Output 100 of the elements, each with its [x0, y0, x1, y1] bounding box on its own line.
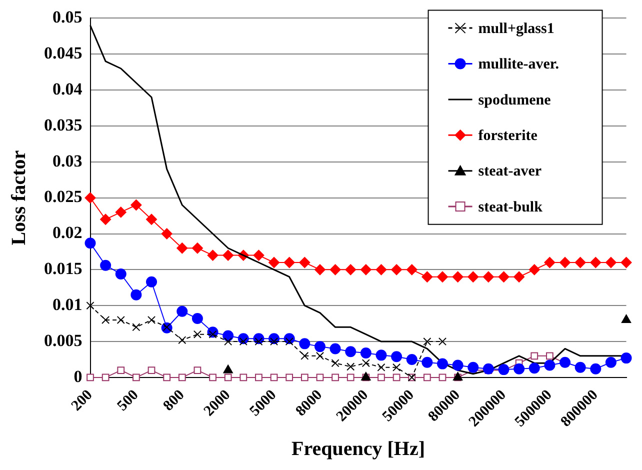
y-tick-label: 0.03 [52, 151, 82, 170]
point [300, 352, 309, 360]
y-tick-label: 0.025 [44, 187, 82, 206]
point [621, 314, 632, 323]
x-tick-label: 8000 [293, 387, 326, 420]
legend-label: steat-bulk [478, 199, 544, 216]
point [146, 214, 158, 225]
point [209, 374, 216, 382]
y-tick-label: 0.045 [44, 44, 82, 63]
point [316, 352, 324, 360]
point [102, 374, 110, 382]
y-tick-label: 0 [74, 366, 82, 386]
point [193, 330, 202, 338]
point [560, 356, 571, 368]
point [378, 374, 385, 382]
point [544, 256, 556, 268]
point [146, 276, 158, 288]
point [345, 346, 356, 358]
point [346, 362, 355, 371]
point [285, 337, 294, 346]
point [240, 374, 248, 382]
point [192, 313, 203, 324]
point [376, 350, 387, 361]
legend-label: forsterite [478, 128, 538, 144]
point [253, 250, 264, 261]
point [498, 271, 510, 282]
y-tick-label: 0.04 [52, 79, 83, 98]
point [178, 336, 186, 344]
point [223, 364, 233, 374]
y-tick-label: 0.01 [52, 294, 82, 314]
point [163, 374, 171, 382]
point [314, 264, 326, 276]
legend-label: steat-aver [478, 164, 542, 180]
point [468, 271, 479, 282]
point [178, 374, 186, 382]
point [376, 264, 387, 276]
point [360, 264, 372, 276]
point [436, 358, 448, 370]
point [115, 206, 126, 218]
point [86, 374, 94, 382]
legend-label: mull+glass1 [478, 20, 554, 37]
point [605, 356, 616, 368]
x-tick-label: 800 [160, 387, 188, 414]
point [222, 250, 234, 261]
point [299, 256, 310, 268]
y-tick-label: 0.015 [44, 259, 82, 278]
point [254, 337, 263, 346]
point [286, 374, 294, 382]
point [438, 374, 446, 382]
point [148, 366, 156, 374]
point [84, 192, 96, 204]
point [560, 256, 571, 268]
point [498, 364, 510, 376]
y-tick-label: 0.02 [52, 223, 82, 242]
point [360, 348, 372, 359]
point [544, 360, 556, 371]
point [574, 362, 586, 373]
point [270, 337, 278, 346]
point [194, 366, 202, 374]
point [605, 256, 616, 268]
point [132, 374, 140, 382]
point [130, 289, 142, 300]
point [192, 242, 203, 254]
point [590, 363, 602, 374]
point [239, 337, 248, 346]
point [482, 271, 494, 282]
point [176, 306, 188, 317]
point [346, 374, 354, 382]
point [300, 374, 308, 382]
point [423, 374, 431, 382]
point [331, 359, 340, 368]
point [116, 316, 125, 324]
point [86, 302, 94, 310]
point [316, 374, 324, 382]
point [590, 256, 602, 268]
y-tick-label: 0.05 [52, 8, 82, 27]
point [207, 250, 218, 261]
point [392, 363, 401, 372]
point [255, 374, 262, 382]
point [130, 200, 142, 211]
point [224, 374, 232, 382]
point [362, 359, 370, 368]
point [115, 268, 126, 280]
point [574, 256, 586, 268]
point [100, 214, 112, 225]
point [330, 264, 341, 276]
point [332, 374, 339, 382]
point [620, 256, 632, 268]
point [422, 271, 433, 282]
point [132, 323, 140, 332]
point [117, 366, 125, 374]
point [436, 271, 448, 282]
point [406, 264, 418, 276]
point [270, 374, 278, 382]
point [314, 341, 326, 352]
point [161, 228, 172, 240]
point [176, 242, 188, 254]
point [391, 264, 402, 276]
y-axis-title: Loss factor [8, 150, 30, 246]
point [530, 352, 538, 360]
